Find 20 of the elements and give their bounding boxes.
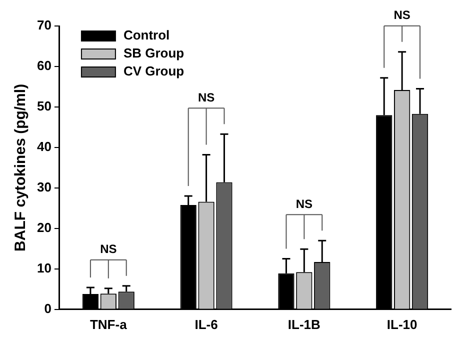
x-tick-label: IL-6 [194,316,218,332]
annotation: NS [198,90,215,104]
annotation: NS [296,196,313,211]
y-tick-label: 70 [36,18,52,33]
x-tick-label: TNF-a [90,316,128,332]
legend-label: SB Group [123,46,184,61]
y-tick-label: 40 [36,139,52,154]
y-tick-label: 10 [36,260,52,276]
y-axis-title: BALF cytokines (pg/ml) [12,84,30,252]
y-tick-label: 30 [36,180,52,195]
x-tick-label: IL-1B [288,316,320,332]
legend-label: Control [123,28,170,43]
legend-label: CV Group [123,64,184,79]
x-tick-label: IL-10 [386,316,418,332]
annotation: NS [100,242,117,256]
text: NS [394,8,410,22]
y-tick-label: 0 [44,300,52,316]
y-tick-label: 50 [36,98,52,114]
y-tick-label: 60 [36,58,52,74]
y-tick-label: 20 [36,220,52,236]
